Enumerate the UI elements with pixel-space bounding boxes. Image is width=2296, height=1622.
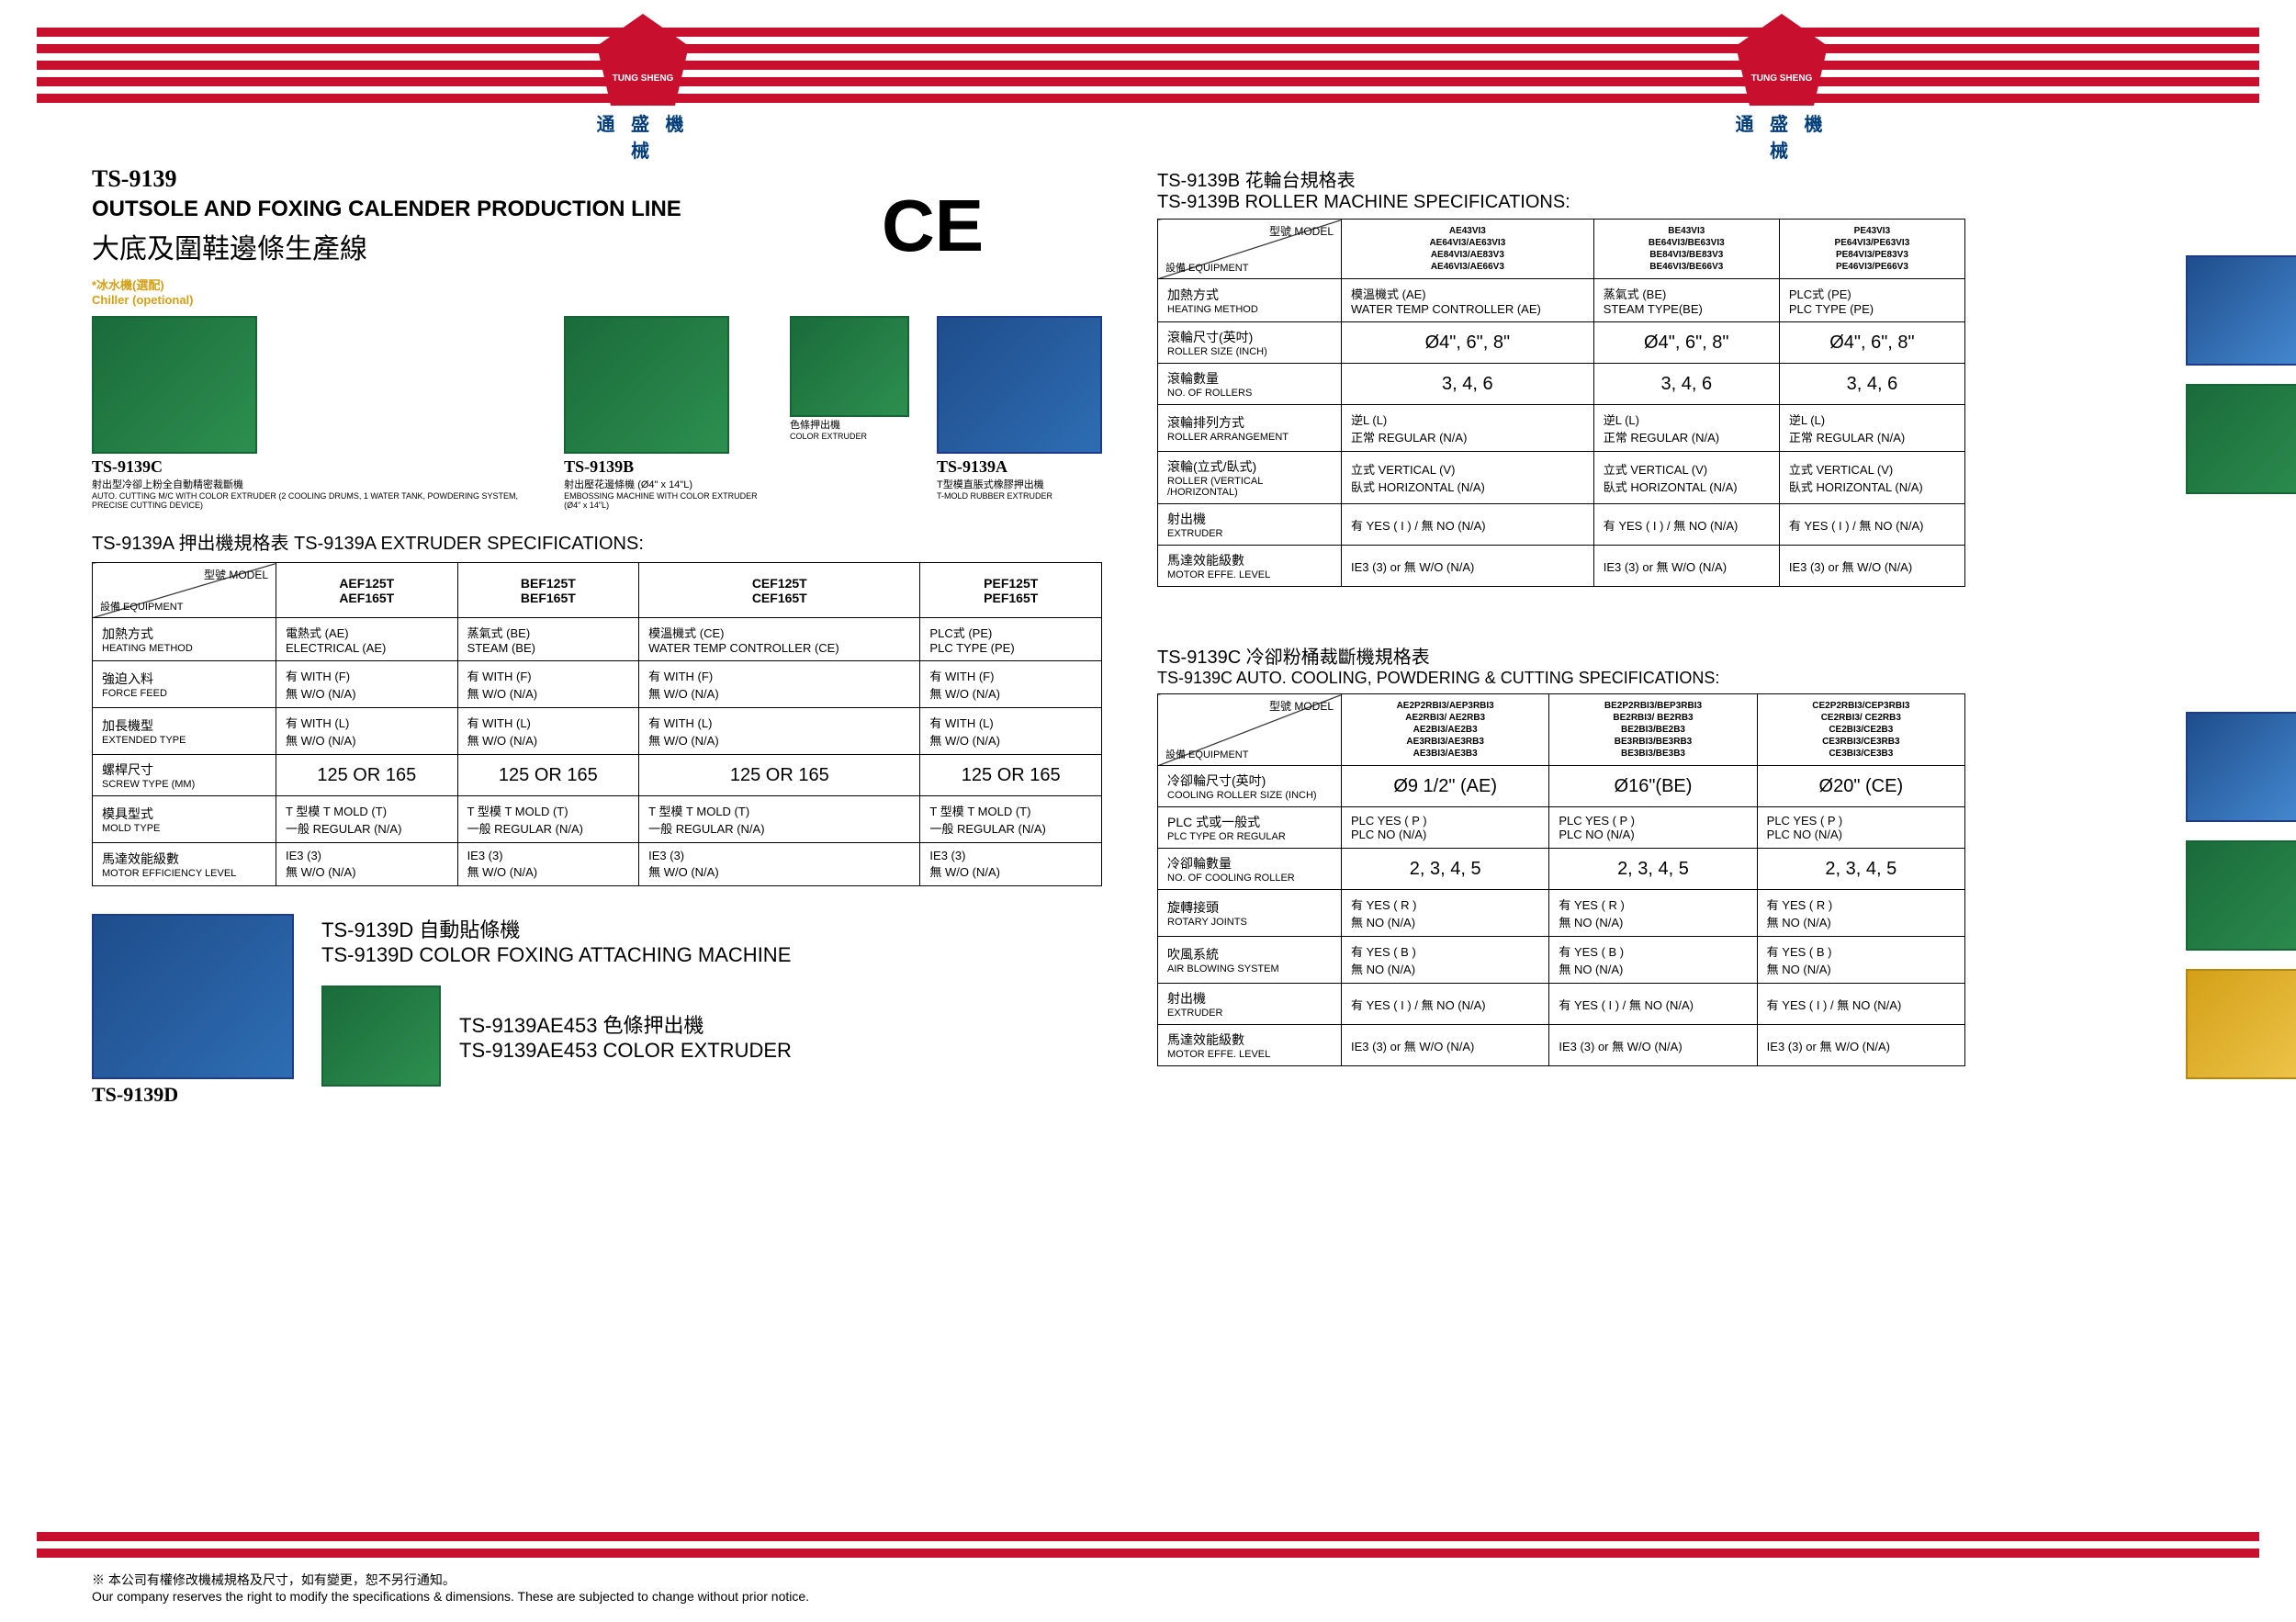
table-c-title-en: TS-9139C AUTO. COOLING, POWDERING & CUTT… — [1157, 669, 2167, 688]
title-cn: 大底及圍鞋邊條生產線 — [92, 226, 1102, 266]
machine-9139b: TS-9139B 射出壓花邊條機 (Ø4" x 14"L) EMBOSSING … — [564, 316, 762, 510]
machines-row: TS-9139C 射出型冷卻上粉全自動精密裁斷機 AUTO. CUTTING M… — [92, 316, 1102, 510]
section-d-title-cn: TS-9139D 自動貼條機 — [321, 914, 792, 943]
top-stripes — [37, 28, 2259, 103]
machine-9139c: TS-9139C 射出型冷卻上粉全自動精密裁斷機 AUTO. CUTTING M… — [92, 316, 536, 510]
roller-machine-image-2 — [2186, 384, 2296, 494]
roller-machine-image-1 — [2186, 255, 2296, 366]
footer-disclaimer: 本公司有權修改機械規格及尺寸，如有變更，恕不另行通知。 Our company … — [92, 1571, 809, 1604]
table-a: 型號 MODEL設備 EQUIPMENTAEF125TAEF165TBEF125… — [92, 562, 1102, 886]
machine-image — [92, 914, 294, 1079]
section-d-title-en: TS-9139D COLOR FOXING ATTACHING MACHINE — [321, 943, 792, 967]
table-a-title: TS-9139A 押出機規格表 TS-9139A EXTRUDER SPECIF… — [92, 528, 1102, 555]
machine-image — [790, 316, 909, 417]
extruder-title-cn: TS-9139AE453 色條押出機 — [459, 1009, 792, 1039]
table-b-title-en: TS-9139B ROLLER MACHINE SPECIFICATIONS: — [1157, 192, 2167, 213]
machine-color-extruder: 色條押出機 COLOR EXTRUDER — [790, 316, 909, 510]
table-b: 型號 MODEL設備 EQUIPMENTAE43VI3AE64VI3/AE63V… — [1157, 219, 1965, 587]
logo-left: TUNG SHENG 通 盛 機 械 — [588, 14, 698, 142]
machine-image — [564, 316, 729, 454]
machine-image — [937, 316, 1102, 454]
cooling-machine-image-1 — [2186, 712, 2296, 822]
table-b-title-cn: TS-9139B 花輪台規格表 — [1157, 165, 2167, 192]
machine-image — [92, 316, 257, 454]
extruder-title-en: TS-9139AE453 COLOR EXTRUDER — [459, 1039, 792, 1063]
title-en: OUTSOLE AND FOXING CALENDER PRODUCTION L… — [92, 197, 1102, 222]
machine-9139d: TS-9139D — [92, 914, 294, 1107]
bottom-stripes — [37, 1532, 2259, 1558]
chiller-note: *冰水機(選配)Chiller (opetional) — [92, 276, 1102, 307]
extruder-image — [321, 986, 441, 1087]
machine-9139a: TS-9139A T型模直脹式橡膠押出機 T-MOLD RUBBER EXTRU… — [937, 316, 1102, 510]
logo-right: TUNG SHENG 通 盛 機 械 — [1727, 14, 1837, 142]
cooling-machine-image-2 — [2186, 840, 2296, 951]
cooling-machine-image-3 — [2186, 969, 2296, 1079]
table-c: 型號 MODEL設備 EQUIPMENTAE2P2RBI3/AEP3RBI3AE… — [1157, 693, 1965, 1066]
table-c-title-cn: TS-9139C 冷卻粉桶裁斷機規格表 — [1157, 642, 2167, 669]
model-number: TS-9139 — [92, 165, 1102, 193]
